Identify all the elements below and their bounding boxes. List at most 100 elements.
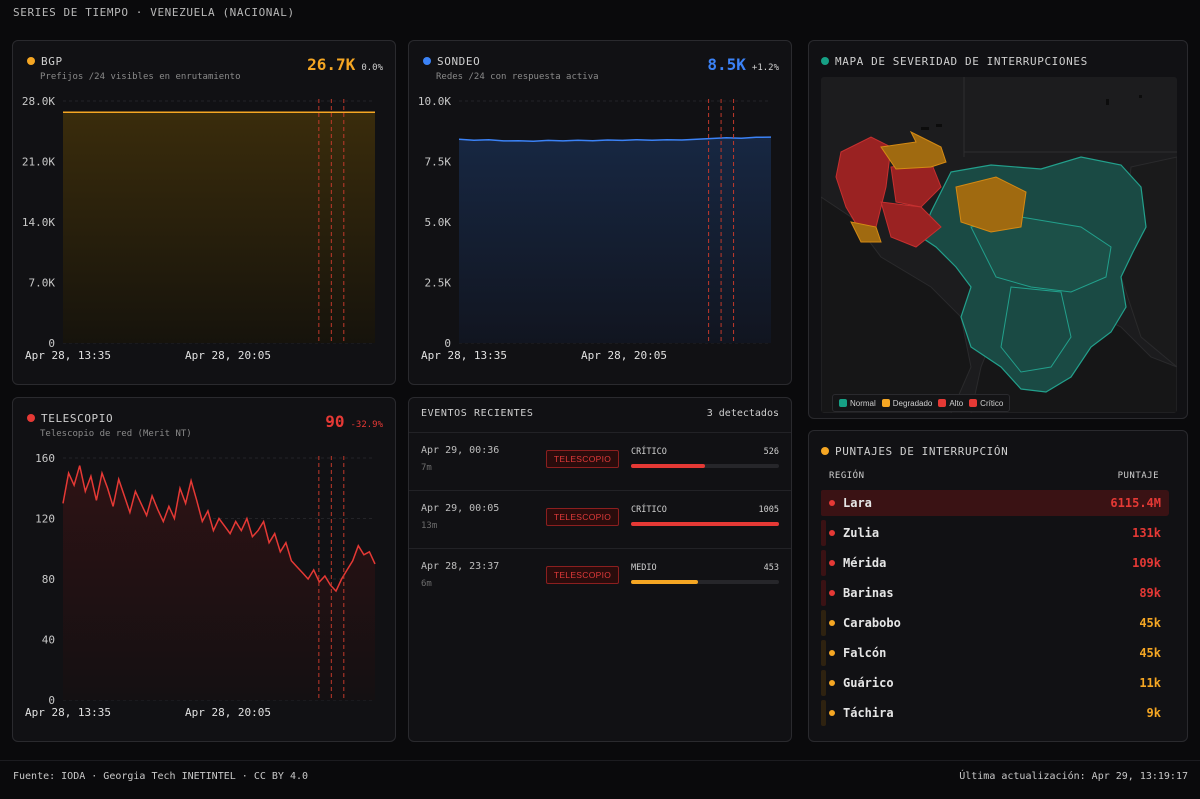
- legend-label: Alto: [949, 398, 964, 408]
- score-row[interactable]: Lara 6115.4M: [821, 490, 1169, 516]
- score-row[interactable]: Zulia 131k: [821, 520, 1169, 546]
- severity-map[interactable]: [821, 77, 1177, 413]
- score-bar: [821, 610, 826, 636]
- score-region-name: Lara: [843, 496, 872, 510]
- event-source-badge: TELESCOPIO: [546, 566, 619, 584]
- x-tick-label: Apr 28, 20:05: [185, 349, 271, 362]
- scores-col-region: REGIÓN: [829, 471, 865, 481]
- sondeo-subtitle: Redes /24 con respuesta activa: [436, 72, 599, 82]
- legend-item: Normal: [839, 399, 876, 408]
- score-dot-icon: [829, 650, 835, 656]
- bgp-title: BGP: [27, 55, 63, 68]
- event-level: CRÍTICO: [631, 505, 667, 515]
- event-value: 453: [763, 563, 779, 573]
- y-tick-label: 0: [444, 337, 451, 350]
- score-region-name: Carabobo: [843, 616, 901, 630]
- score-bar: [821, 580, 826, 606]
- footer-source: Fuente: IODA · Georgia Tech INETINTEL · …: [13, 771, 309, 782]
- event-time: Apr 29, 00:36: [421, 445, 500, 456]
- score-dot-icon: [829, 620, 835, 626]
- telescopio-change: -32.9%: [350, 420, 383, 430]
- events-title: EVENTOS RECIENTES: [421, 408, 534, 419]
- score-bar: [821, 490, 826, 516]
- sondeo-panel: SONDEO Redes /24 con respuesta activa 8.…: [408, 40, 792, 385]
- map-dot-icon: [821, 57, 829, 65]
- y-tick-label: 14.0K: [22, 216, 55, 229]
- legend-item: Crítico: [969, 399, 1003, 408]
- legend-swatch: [938, 399, 947, 407]
- sondeo-value: 8.5K +1.2%: [707, 55, 779, 74]
- event-row[interactable]: Apr 28, 23:37 6m TELESCOPIO MEDIO 453: [409, 548, 791, 606]
- score-region-name: Guárico: [843, 676, 894, 690]
- event-ago: 6m: [421, 579, 432, 589]
- event-ago: 7m: [421, 463, 432, 473]
- event-source-badge: TELESCOPIO: [546, 508, 619, 526]
- x-tick-label: Apr 28, 20:05: [581, 349, 667, 362]
- map-legend: Normal Degradado Alto Crítico: [832, 394, 1011, 412]
- score-row[interactable]: Falcón 45k: [821, 640, 1169, 666]
- y-tick-label: 40: [42, 634, 55, 647]
- event-level: MEDIO: [631, 563, 657, 573]
- series-line: [62, 465, 376, 593]
- bgp-dot-icon: [27, 57, 35, 65]
- sondeo-change: +1.2%: [751, 63, 779, 73]
- score-dot-icon: [829, 680, 835, 686]
- legend-label: Crítico: [980, 398, 1004, 408]
- score-region-name: Zulia: [843, 526, 880, 540]
- score-bar: [821, 520, 826, 546]
- x-tick-label: Apr 28, 13:35: [25, 706, 111, 719]
- score-row[interactable]: Guárico 11k: [821, 670, 1169, 696]
- score-value: 131k: [1132, 526, 1161, 540]
- event-ago: 13m: [421, 521, 438, 531]
- score-row[interactable]: Barinas 89k: [821, 580, 1169, 606]
- telescopio-title: TELESCOPIO: [27, 412, 113, 425]
- scores-dot-icon: [821, 447, 829, 455]
- sondeo-title: SONDEO: [423, 55, 480, 68]
- score-value: 9k: [1146, 706, 1161, 720]
- event-progress-track: [631, 580, 779, 584]
- footer-updated: Última actualización: Apr 29, 13:19:17: [959, 771, 1188, 782]
- y-tick-label: 28.0K: [22, 95, 55, 108]
- event-time: Apr 28, 23:37: [421, 561, 500, 572]
- event-row[interactable]: Apr 29, 00:05 13m TELESCOPIO CRÍTICO 1005: [409, 490, 791, 548]
- y-tick-label: 160: [35, 452, 55, 465]
- sondeo-dot-icon: [423, 57, 431, 65]
- score-row[interactable]: Mérida 109k: [821, 550, 1169, 576]
- score-region-name: Falcón: [843, 646, 887, 660]
- footer-divider: [0, 760, 1200, 761]
- legend-swatch: [881, 399, 890, 407]
- events-panel: EVENTOS RECIENTES 3 detectados Apr 29, 0…: [408, 397, 792, 742]
- events-count: 3 detectados: [706, 408, 779, 419]
- event-progress-track: [631, 464, 779, 468]
- x-tick-label: Apr 28, 13:35: [421, 349, 507, 362]
- event-value: 526: [763, 447, 779, 457]
- score-bar: [821, 550, 826, 576]
- y-tick-label: 7.0K: [29, 277, 56, 290]
- score-value: 11k: [1139, 676, 1161, 690]
- score-region-name: Barinas: [843, 586, 894, 600]
- event-progress-fill: [631, 464, 705, 468]
- scores-panel: PUNTAJES DE INTERRUPCIÓN REGIÓN PUNTAJE …: [808, 430, 1188, 742]
- event-row[interactable]: Apr 29, 00:36 7m TELESCOPIO CRÍTICO 526: [409, 432, 791, 490]
- score-row[interactable]: Táchira 9k: [821, 700, 1169, 726]
- score-value: 6115.4M: [1110, 496, 1161, 510]
- y-tick-label: 80: [42, 573, 55, 586]
- event-time: Apr 29, 00:05: [421, 503, 500, 514]
- score-value: 45k: [1139, 646, 1161, 660]
- telescopio-subtitle: Telescopio de red (Merit NT): [40, 429, 192, 439]
- score-row[interactable]: Carabobo 45k: [821, 610, 1169, 636]
- y-tick-label: 0: [48, 337, 55, 350]
- score-value: 89k: [1139, 586, 1161, 600]
- series-area: [63, 112, 375, 343]
- legend-label: Degradado: [892, 398, 933, 408]
- telescopio-dot-icon: [27, 414, 35, 422]
- score-dot-icon: [829, 530, 835, 536]
- score-dot-icon: [829, 710, 835, 716]
- map-panel: MAPA DE SEVERIDAD DE INTERRUPCIONES: [808, 40, 1188, 419]
- bgp-panel: BGP Prefijos /24 visibles en enrutamient…: [12, 40, 396, 385]
- y-tick-label: 7.5K: [425, 156, 452, 169]
- page-title: SERIES DE TIEMPO · VENEZUELA (NACIONAL): [13, 6, 295, 19]
- event-progress-track: [631, 522, 779, 526]
- bgp-subtitle: Prefijos /24 visibles en enrutamiento: [40, 72, 241, 82]
- telescopio-value: 90 -32.9%: [325, 412, 383, 431]
